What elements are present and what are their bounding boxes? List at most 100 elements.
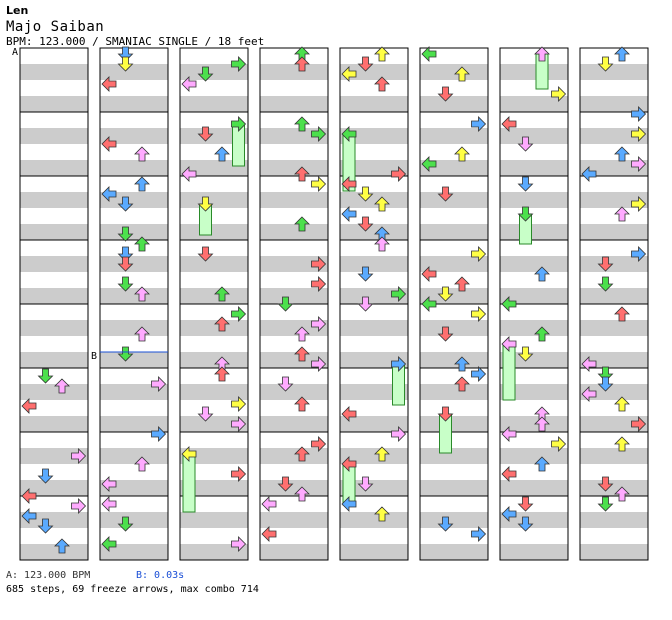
step-arrow-icon [181, 446, 197, 462]
step-arrow-icon [501, 336, 517, 352]
step-arrow-icon [581, 166, 597, 182]
step-arrow-icon [357, 296, 374, 312]
beat-stripe [260, 448, 328, 464]
step-arrow-icon [71, 448, 87, 464]
step-arrow-icon [181, 76, 197, 92]
beat-stripe [420, 256, 488, 272]
beat-stripe [580, 256, 648, 272]
step-arrow-icon [357, 186, 374, 202]
step-arrow-icon [197, 66, 214, 82]
beat-stripe [580, 544, 648, 560]
beat-stripe [20, 288, 88, 304]
step-arrow-icon [101, 536, 117, 552]
beat-stripe [500, 320, 568, 336]
step-arrow-icon [294, 396, 310, 412]
step-arrow-icon [471, 526, 487, 542]
beat-stripe [100, 288, 168, 304]
beat-stripe [20, 416, 88, 432]
step-arrow-icon [374, 446, 390, 462]
step-arrow-icon [454, 376, 470, 392]
step-arrow-icon [471, 116, 487, 132]
step-arrow-icon [581, 356, 597, 372]
step-arrow-icon [631, 246, 647, 262]
step-arrow-icon [311, 176, 327, 192]
beat-stripe [20, 192, 88, 208]
step-arrow-icon [71, 498, 87, 514]
beat-stripe [100, 64, 168, 80]
beat-stripe [100, 512, 168, 528]
beat-stripe [20, 256, 88, 272]
step-arrow-icon [117, 246, 134, 262]
beat-stripe [180, 256, 248, 272]
step-arrow-icon [357, 476, 374, 492]
step-arrow-icon [21, 508, 37, 524]
step-arrow-icon [21, 488, 37, 504]
step-arrow-icon [551, 86, 567, 102]
step-arrow-icon [117, 196, 134, 212]
step-arrow-icon [21, 398, 37, 414]
beat-stripe [20, 320, 88, 336]
beat-stripe [420, 320, 488, 336]
beat-stripe [20, 384, 88, 400]
beat-stripe [500, 448, 568, 464]
beat-stripe [20, 128, 88, 144]
step-arrow-icon [597, 476, 614, 492]
step-arrow-icon [631, 156, 647, 172]
column-border [419, 47, 489, 561]
beat-stripe [340, 544, 408, 560]
beat-stripe [500, 128, 568, 144]
bpm-b-label: B: 0.03s [136, 570, 185, 581]
step-arrow-icon [437, 186, 454, 202]
step-arrow-icon [294, 56, 310, 72]
beat-stripe [180, 96, 248, 112]
step-arrow-icon [151, 376, 167, 392]
beat-stripe [260, 384, 328, 400]
step-arrow-icon [421, 266, 437, 282]
step-arrow-icon [421, 46, 437, 62]
step-arrow-icon [597, 496, 614, 512]
step-arrow-icon [421, 296, 437, 312]
step-arrow-icon [437, 516, 454, 532]
step-arrow-icon [117, 226, 134, 242]
step-arrow-icon [534, 266, 550, 282]
step-arrow-icon [311, 256, 327, 272]
step-arrow-icon [517, 136, 534, 152]
step-arrow-icon [261, 496, 277, 512]
beat-stripe [260, 64, 328, 80]
step-arrow-icon [631, 106, 647, 122]
step-arrow-icon [261, 526, 277, 542]
beat-stripe [420, 480, 488, 496]
beat-stripe [100, 544, 168, 560]
beat-stripe [340, 224, 408, 240]
beat-stripe [580, 288, 648, 304]
beat-stripe [340, 160, 408, 176]
beat-stripe [20, 448, 88, 464]
beat-stripe [340, 288, 408, 304]
column-border [579, 47, 649, 561]
beat-stripe [180, 480, 248, 496]
step-arrow-icon [357, 266, 374, 282]
step-arrow-icon [391, 166, 407, 182]
beat-stripe [260, 256, 328, 272]
step-arrow-icon [214, 316, 230, 332]
step-arrow-icon [134, 176, 150, 192]
beat-stripe [340, 96, 408, 112]
freeze-arrow-body [502, 343, 516, 401]
step-arrow-icon [374, 76, 390, 92]
step-arrow-icon [454, 146, 470, 162]
step-arrow-icon [631, 126, 647, 142]
step-arrow-icon [421, 156, 437, 172]
step-arrow-icon [101, 496, 117, 512]
beat-stripe [260, 96, 328, 112]
beat-stripe [500, 192, 568, 208]
beat-stripe [260, 544, 328, 560]
beat-stripe [340, 352, 408, 368]
step-arrow-icon [374, 506, 390, 522]
beat-stripe [420, 416, 488, 432]
beat-stripe [260, 128, 328, 144]
step-arrow-icon [214, 366, 230, 382]
beat-stripe [500, 96, 568, 112]
step-arrow-icon [311, 126, 327, 142]
step-arrow-icon [357, 56, 374, 72]
